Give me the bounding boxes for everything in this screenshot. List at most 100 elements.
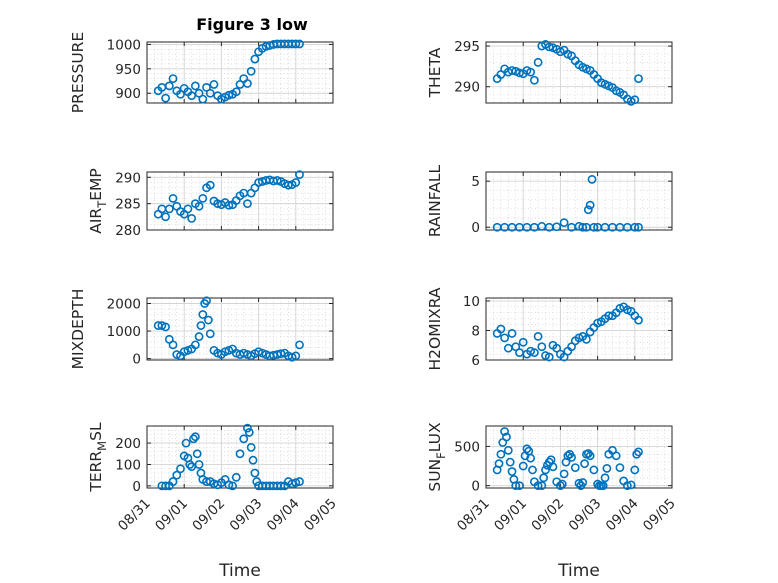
data-point — [518, 337, 528, 347]
data-point — [507, 467, 517, 476]
data-point — [198, 193, 208, 203]
axes-border — [146, 171, 334, 231]
data-point — [183, 204, 193, 214]
data-point — [194, 460, 204, 469]
series-markers — [153, 170, 304, 223]
series-markers — [492, 174, 643, 232]
data-point — [168, 193, 178, 203]
data-point — [580, 459, 589, 469]
data-point — [248, 455, 258, 465]
data-point — [291, 478, 301, 488]
x-tick-label: 09/04 — [264, 496, 303, 535]
data-point — [250, 468, 260, 478]
y-axis-label: TERRMSL — [87, 422, 109, 493]
data-point — [578, 478, 588, 487]
data-point — [583, 449, 593, 458]
x-tick-label: 09/05 — [640, 496, 679, 535]
series-markers — [157, 423, 304, 491]
data-point — [243, 79, 252, 88]
data-point — [500, 427, 509, 436]
data-point — [192, 449, 202, 459]
data-point — [496, 324, 506, 334]
data-point — [494, 459, 504, 469]
data-point — [585, 451, 595, 461]
series-markers — [492, 302, 643, 362]
data-point — [557, 479, 567, 489]
data-point — [634, 315, 643, 325]
data-point — [630, 222, 640, 232]
data-point — [604, 311, 614, 321]
axes-border — [485, 41, 673, 104]
y-tick-label: 2000 — [107, 297, 141, 313]
data-point — [526, 67, 536, 77]
data-point — [544, 352, 554, 362]
x-tick-label: 09/01 — [152, 496, 191, 535]
data-point — [632, 449, 642, 459]
data-point — [203, 315, 213, 325]
y-tick-label: 280 — [115, 223, 141, 239]
data-point — [634, 447, 643, 457]
data-point — [295, 340, 304, 350]
data-point — [246, 66, 256, 76]
axes-border — [146, 297, 334, 361]
data-point — [231, 87, 241, 97]
y-tick-label: 0 — [132, 352, 141, 368]
y-tick-label: 0 — [471, 479, 480, 495]
data-point — [526, 453, 536, 463]
y-axis-label: RAINFALL — [426, 164, 444, 237]
data-point — [295, 170, 304, 180]
data-point — [511, 481, 521, 491]
data-point — [529, 348, 539, 358]
data-point — [168, 74, 178, 83]
data-point — [537, 481, 547, 491]
subplot-theta: 290 295 THETA — [426, 39, 673, 106]
data-point — [630, 465, 640, 475]
figure-title: Figure 3 low — [196, 15, 308, 34]
x-tick-label: 09/05 — [301, 496, 340, 535]
data-point — [634, 222, 643, 232]
data-point — [611, 451, 621, 461]
data-point — [507, 329, 517, 338]
data-point — [630, 95, 640, 105]
x-tick-label: 08/31 — [454, 496, 493, 535]
x-tick-label: 09/04 — [603, 496, 642, 535]
data-point — [172, 470, 182, 480]
data-point — [209, 80, 219, 89]
x-tick-label: 09/02 — [528, 496, 567, 535]
data-point — [585, 200, 595, 210]
data-point — [567, 452, 576, 462]
data-point — [533, 481, 543, 491]
data-point — [224, 200, 234, 210]
x-tick-label: 09/02 — [189, 496, 228, 535]
y-tick-label: 100 — [115, 457, 141, 473]
data-point — [164, 81, 174, 91]
data-point — [194, 201, 204, 211]
data-point — [291, 39, 301, 49]
data-point — [168, 340, 178, 350]
data-point — [185, 460, 195, 469]
data-point — [189, 434, 198, 444]
data-point — [533, 57, 543, 67]
data-point — [570, 463, 580, 472]
data-point — [276, 481, 286, 491]
y-tick-label: 1000 — [107, 324, 141, 340]
axes-frame — [485, 41, 673, 104]
data-point — [168, 477, 178, 486]
y-axis-label: AIRTEMP — [87, 168, 109, 234]
major-gridlines — [486, 426, 672, 488]
data-point — [602, 463, 612, 473]
data-point — [239, 434, 249, 444]
data-point — [295, 477, 304, 486]
data-point — [246, 442, 256, 452]
y-tick-label: 290 — [454, 80, 480, 96]
y-tick-label: 10 — [463, 294, 480, 310]
data-point — [515, 481, 524, 491]
data-point — [228, 481, 237, 491]
data-point — [272, 176, 282, 185]
data-point — [250, 54, 260, 64]
data-point — [235, 449, 245, 459]
series-markers — [492, 40, 643, 106]
data-point — [622, 481, 632, 491]
data-point — [539, 473, 549, 483]
